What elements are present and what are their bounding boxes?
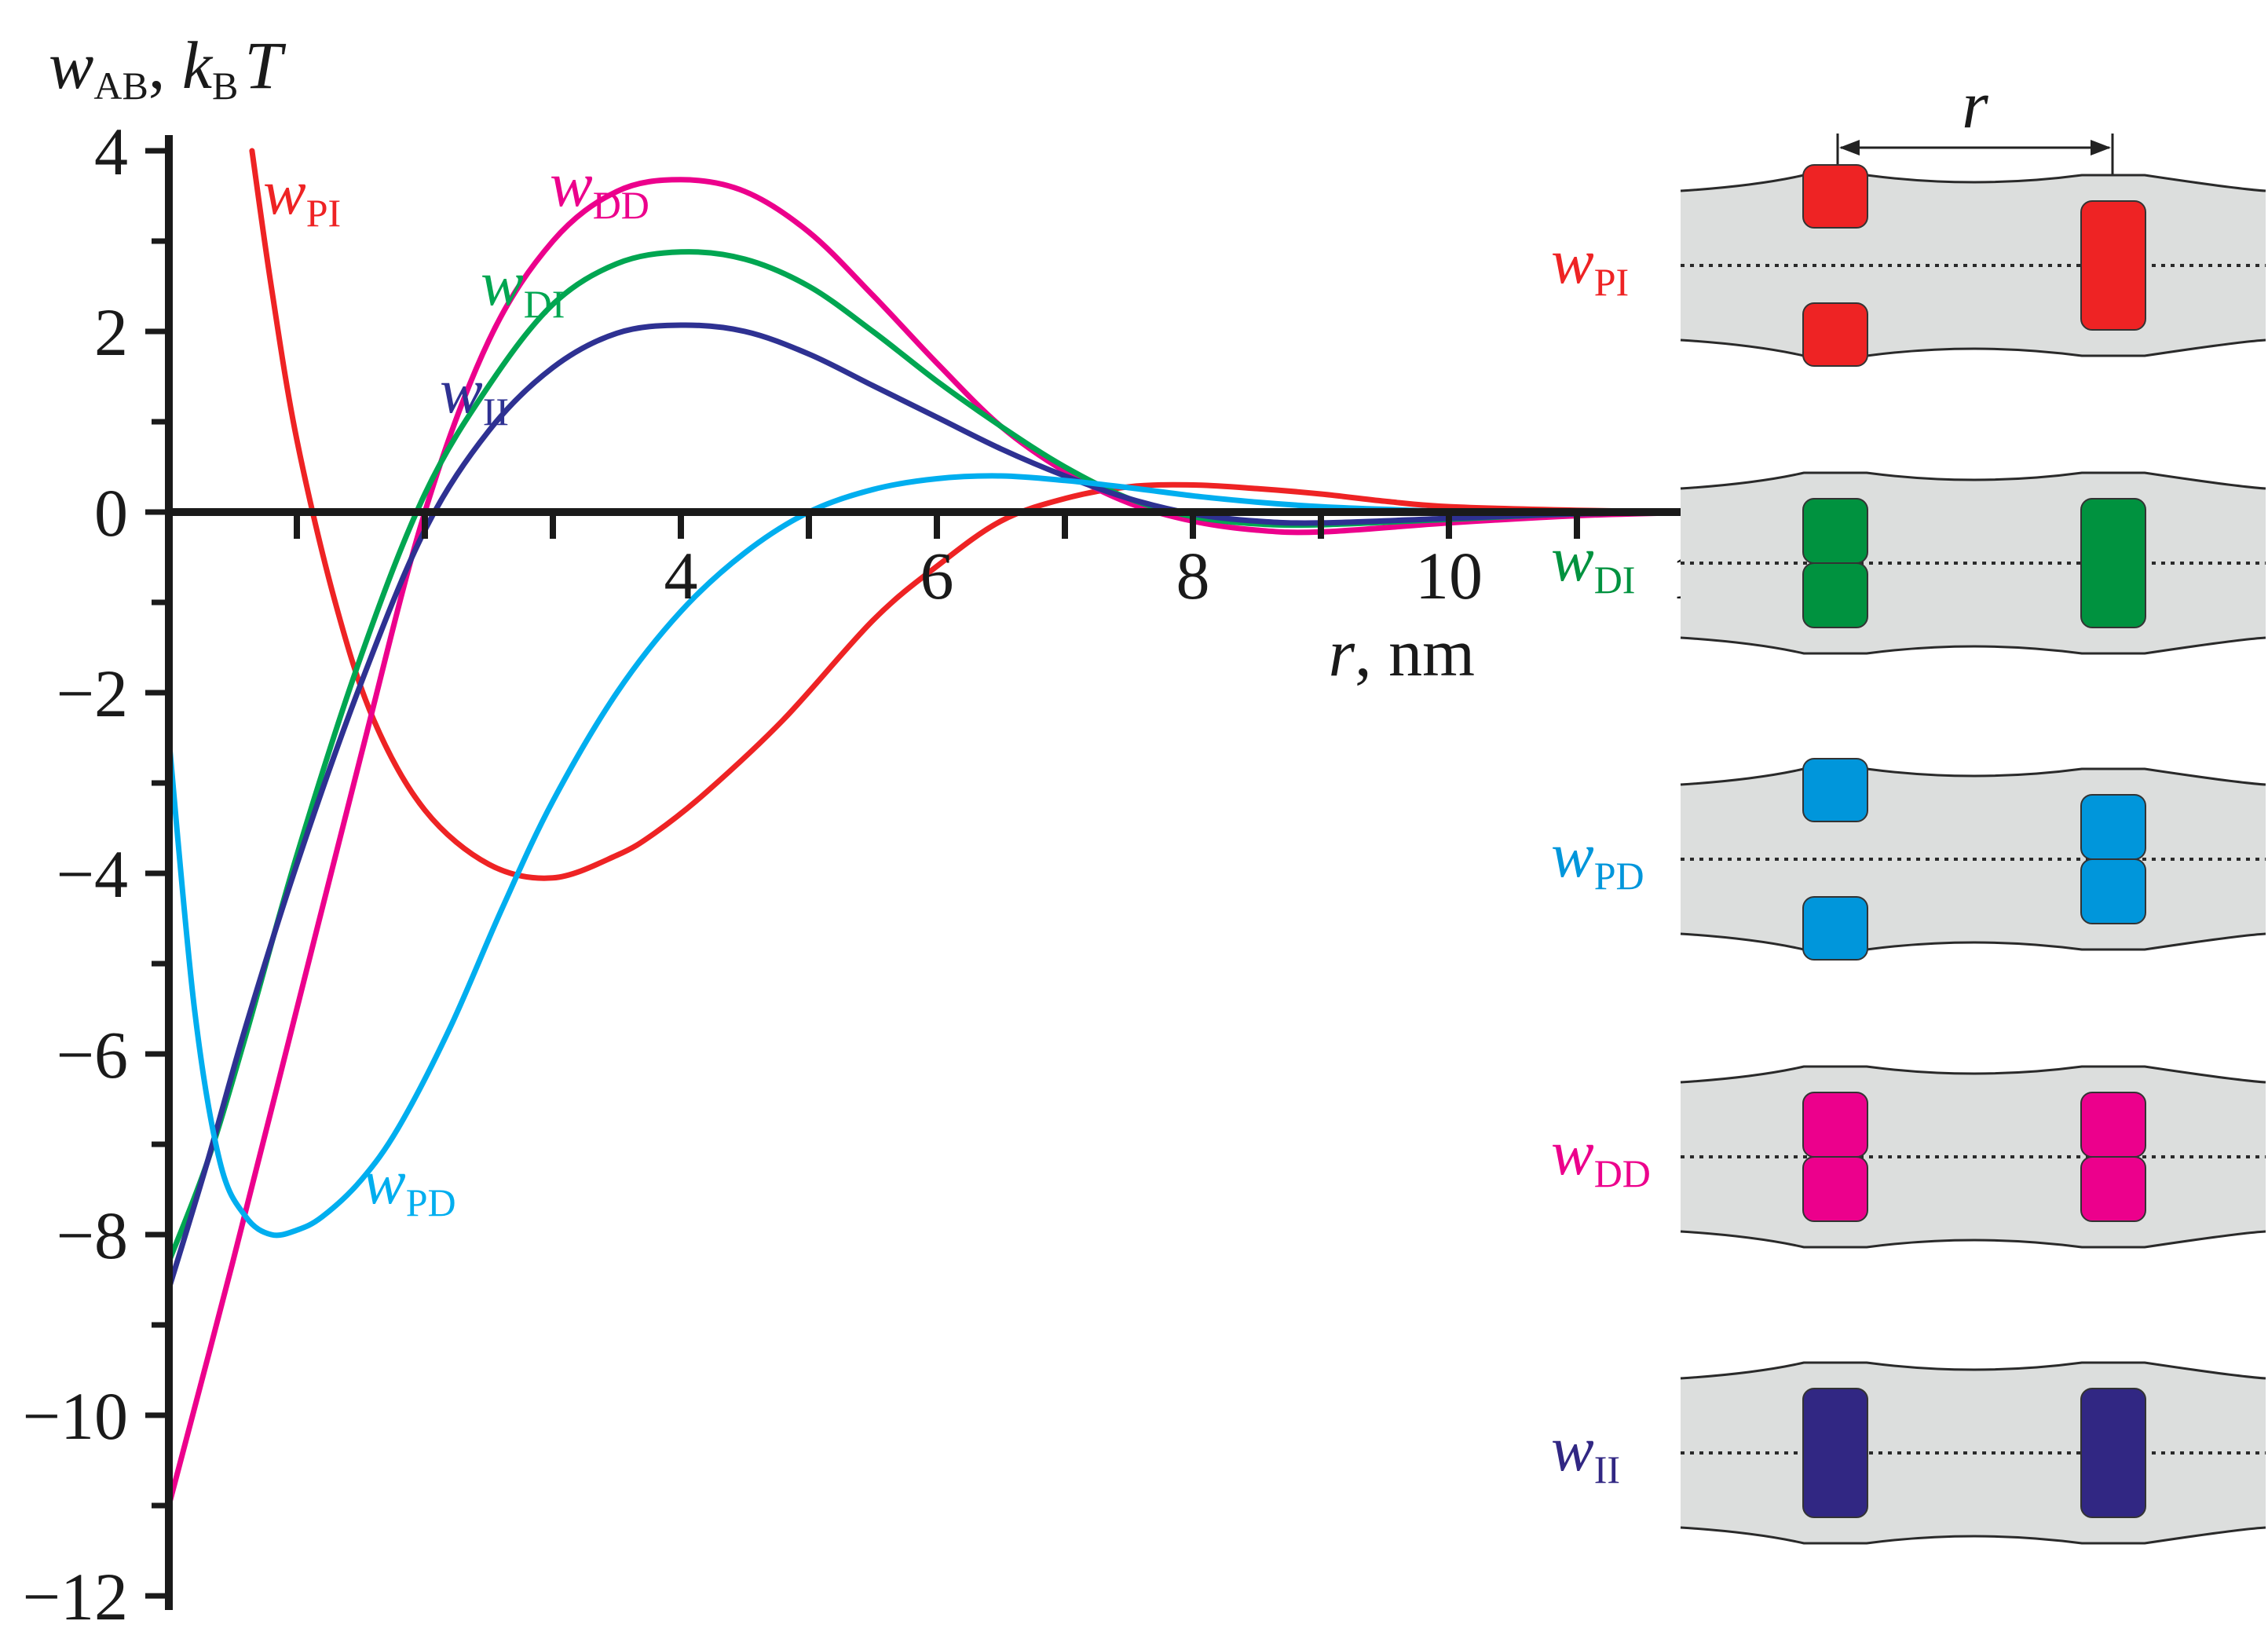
inclusion-lower-half <box>1802 1156 1868 1222</box>
y-tick-label: −10 <box>22 1378 128 1454</box>
schematic-row-di: wDI <box>1551 471 2266 655</box>
series-line-pd <box>166 473 1708 1239</box>
membrane-edge <box>1680 174 2266 192</box>
series-label-di: wDI <box>481 247 565 326</box>
x-tick-label: 4 <box>664 538 698 613</box>
inclusion-lower-half <box>1802 562 1868 628</box>
series-line-dd <box>166 177 1708 1509</box>
inclusion-lower-monolayer <box>1802 896 1868 961</box>
inclusion-full <box>2080 498 2146 628</box>
y-tick-label: −4 <box>56 836 128 912</box>
series-line-di <box>166 249 1708 1264</box>
y-tick-label: 4 <box>94 114 128 189</box>
chart-curve-labels: wPI wDD wDI wII wPD <box>263 148 649 1224</box>
inclusion-full <box>2080 1388 2146 1518</box>
x-axis-title: r, nm <box>1329 615 1475 690</box>
inclusion-upper-monolayer <box>1802 758 1868 822</box>
y-tick-label: 0 <box>94 475 128 551</box>
inclusion-lower-half <box>2080 858 2146 924</box>
membrane-edge <box>1680 471 2266 490</box>
series-line-pi <box>249 148 1708 881</box>
inclusion-upper-half <box>2080 1092 2146 1158</box>
y-tick-label: 2 <box>94 295 128 370</box>
inclusion-upper-half <box>2080 794 2146 860</box>
membrane-edge <box>1680 636 2266 655</box>
schematic-label-di: wDI <box>1551 523 1635 602</box>
membrane-edge <box>1680 1361 2266 1380</box>
series-label-ii: wII <box>440 355 509 434</box>
y-tick-label: −8 <box>56 1198 128 1273</box>
membrane-edge <box>1680 1065 2266 1084</box>
schematic-label-dd: wDD <box>1551 1117 1651 1195</box>
membrane-edge <box>1680 767 2266 786</box>
chart: 420−2−4−6−8−10−124681012 wPIwDDwDIwIIwPD… <box>22 27 1739 1634</box>
chart-axes <box>145 135 1731 1610</box>
membrane-edge <box>1680 338 2266 357</box>
x-tick-label: 10 <box>1415 538 1483 613</box>
inclusion-upper-monolayer <box>1802 164 1868 229</box>
x-tick-label: 8 <box>1176 538 1210 613</box>
series-label-dd: wDD <box>550 148 649 227</box>
inclusion-full <box>2080 200 2146 331</box>
inclusion-lower-monolayer <box>1802 302 1868 367</box>
inclusion-full <box>1802 1388 1868 1518</box>
membrane-edge <box>1680 1230 2266 1249</box>
schematic-row-pd: wPD <box>1551 758 2266 961</box>
schematic-rows: wPI wDI wPD wDD wII <box>1551 164 2266 1545</box>
schematic-label-ii: wII <box>1551 1413 1620 1491</box>
inclusion-upper-half <box>1802 498 1868 564</box>
schematic-label-pi: wPI <box>1551 225 1629 304</box>
membrane-edge <box>1680 1526 2266 1545</box>
chart-curves <box>166 148 1708 1509</box>
membrane-edge <box>1680 932 2266 951</box>
schematic-label-pd: wPD <box>1551 819 1644 898</box>
y-axis-title: wAB, kBT <box>49 27 286 108</box>
inclusion-upper-half <box>1802 1092 1868 1158</box>
y-tick-label: −2 <box>56 656 128 731</box>
y-tick-label: −12 <box>22 1559 128 1634</box>
y-tick-label: −6 <box>56 1017 128 1092</box>
schematic-row-pi: wPI <box>1551 164 2266 367</box>
distance-label: r <box>1962 67 1988 142</box>
series-label-pi: wPI <box>263 156 341 235</box>
series-label-pd: wPD <box>363 1146 456 1224</box>
schematic-row-ii: wII <box>1551 1361 2266 1545</box>
x-tick-label: 6 <box>920 538 954 613</box>
schematic-row-dd: wDD <box>1551 1065 2266 1249</box>
inclusion-lower-half <box>2080 1156 2146 1222</box>
series-line-ii <box>166 322 1708 1292</box>
schematic-panel: r wPI wDI wPD wDD wII <box>1551 67 2266 1545</box>
